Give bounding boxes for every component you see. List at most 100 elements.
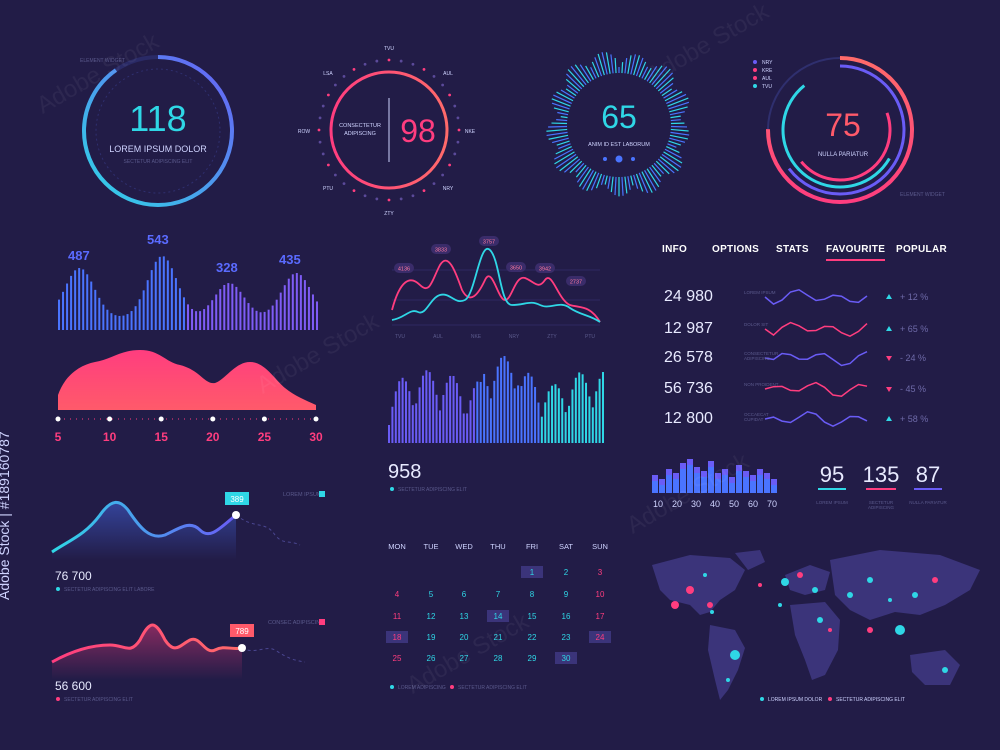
- curve-1-tag: [225, 492, 249, 505]
- map-dot[interactable]: [726, 678, 730, 682]
- calendar-day[interactable]: 4: [395, 590, 400, 599]
- stat-percent: - 24 %: [900, 353, 927, 363]
- calendar-day[interactable]: 21: [494, 633, 503, 642]
- calendar-day[interactable]: 7: [496, 590, 501, 599]
- map-dot[interactable]: [912, 592, 918, 598]
- map-dot[interactable]: [828, 628, 832, 632]
- calendar-day[interactable]: 15: [528, 612, 537, 621]
- center-bar: [581, 374, 584, 443]
- map-dot[interactable]: [867, 577, 873, 583]
- curve-2-point[interactable]: [238, 644, 246, 652]
- calendar-day[interactable]: 19: [427, 633, 436, 642]
- map-dot[interactable]: [867, 627, 873, 633]
- calendar-day[interactable]: 27: [460, 654, 469, 663]
- calendar-day[interactable]: 3: [598, 568, 603, 577]
- calendar-day[interactable]: 14: [494, 612, 503, 621]
- calendar-day[interactable]: 29: [528, 654, 537, 663]
- map-dot[interactable]: [778, 603, 782, 607]
- map-legend-bullet-1: [760, 697, 764, 701]
- gauge-ray: [548, 125, 568, 128]
- calendar-day[interactable]: 11: [393, 612, 402, 621]
- wave-bar: [243, 297, 246, 330]
- center-bar: [476, 381, 479, 443]
- tab-info[interactable]: INFO: [662, 244, 688, 255]
- map-dot[interactable]: [817, 617, 823, 623]
- gauge-ray: [600, 174, 605, 186]
- area-axis-label: 25: [258, 430, 272, 444]
- wave-bar: [215, 294, 218, 330]
- calendar-day[interactable]: 25: [393, 654, 402, 663]
- map-dot[interactable]: [710, 610, 714, 614]
- gauge-dot: [326, 163, 330, 167]
- center-bar: [574, 377, 577, 443]
- calendar-day[interactable]: 18: [393, 633, 402, 642]
- wave-bar: [291, 274, 294, 330]
- gauge-4-ring-outer: [766, 56, 914, 204]
- map-dot[interactable]: [730, 650, 740, 660]
- gauge-dot: [456, 116, 460, 120]
- wave-bar: [235, 286, 238, 330]
- gauge-ray: [575, 164, 587, 178]
- map-dot[interactable]: [707, 602, 713, 608]
- calendar-day[interactable]: 16: [562, 612, 571, 621]
- calendar-day[interactable]: 13: [460, 612, 469, 621]
- gauge-dot: [333, 173, 337, 177]
- calendar-day[interactable]: 1: [530, 568, 535, 577]
- gauge-ray: [663, 89, 678, 99]
- center-bar: [483, 373, 486, 443]
- gauge-ray: [556, 119, 568, 122]
- wave-bar: [106, 309, 109, 330]
- map-dot[interactable]: [703, 573, 707, 577]
- calendar-day[interactable]: 6: [462, 590, 467, 599]
- wave-bar: [199, 311, 202, 330]
- gauge-ray: [567, 69, 585, 88]
- wave-bar: [303, 280, 306, 330]
- stat-sparkline: [764, 381, 868, 397]
- center-bar: [408, 391, 411, 443]
- calendar-day[interactable]: 26: [427, 654, 436, 663]
- calendar-day[interactable]: 10: [596, 590, 605, 599]
- calendar-day[interactable]: 12: [427, 612, 436, 621]
- calendar-day[interactable]: 28: [494, 654, 503, 663]
- curve-1-point[interactable]: [232, 511, 240, 519]
- calendar-day[interactable]: 5: [429, 590, 434, 599]
- calendar-day[interactable]: 9: [564, 590, 569, 599]
- calendar-day[interactable]: 22: [528, 633, 537, 642]
- tab-stats[interactable]: STATS: [776, 244, 809, 255]
- calendar-day[interactable]: 24: [596, 633, 605, 642]
- center-bar: [489, 398, 492, 443]
- center-bars-caption: SECTETUR ADIPISCING ELIT: [398, 487, 467, 493]
- gauge-ray: [594, 57, 603, 77]
- map-dot[interactable]: [686, 586, 694, 594]
- map-dot[interactable]: [781, 578, 789, 586]
- map-dot[interactable]: [812, 587, 818, 593]
- map-dot[interactable]: [895, 625, 905, 635]
- center-bar: [564, 412, 567, 443]
- map-dot[interactable]: [847, 592, 853, 598]
- map-dot[interactable]: [797, 572, 803, 578]
- calendar-day[interactable]: 23: [562, 633, 571, 642]
- map-dot[interactable]: [942, 667, 948, 673]
- curve-chart-2: 789 CONSEC ADIPISCING 56 600 SECTETUR AD…: [51, 619, 325, 703]
- calendar-day[interactable]: 2: [564, 568, 569, 577]
- small-bar-cap: [666, 469, 672, 475]
- curve-2-tag-text: 789: [235, 627, 249, 636]
- center-bar: [469, 400, 472, 443]
- calendar-day[interactable]: 8: [530, 590, 535, 599]
- map-dot[interactable]: [888, 598, 892, 602]
- map-dot[interactable]: [932, 577, 938, 583]
- calendar-day[interactable]: 17: [596, 612, 605, 621]
- tab-options[interactable]: OPTIONS: [712, 244, 760, 255]
- wave-bar: [299, 275, 302, 330]
- tab-favourite[interactable]: FAVOURITE: [826, 244, 886, 261]
- small-bar-cap: [743, 471, 749, 477]
- map-dot[interactable]: [758, 583, 762, 587]
- small-bar: [680, 463, 686, 493]
- stat-sub: LOREM IPSUM: [744, 290, 776, 295]
- calendar-day[interactable]: 30: [562, 654, 571, 663]
- area-axis-label: 5: [55, 430, 62, 444]
- wave-bar: [263, 311, 266, 330]
- tab-popular[interactable]: POPULAR: [896, 244, 947, 255]
- calendar-day[interactable]: 20: [460, 633, 469, 642]
- map-dot[interactable]: [671, 601, 679, 609]
